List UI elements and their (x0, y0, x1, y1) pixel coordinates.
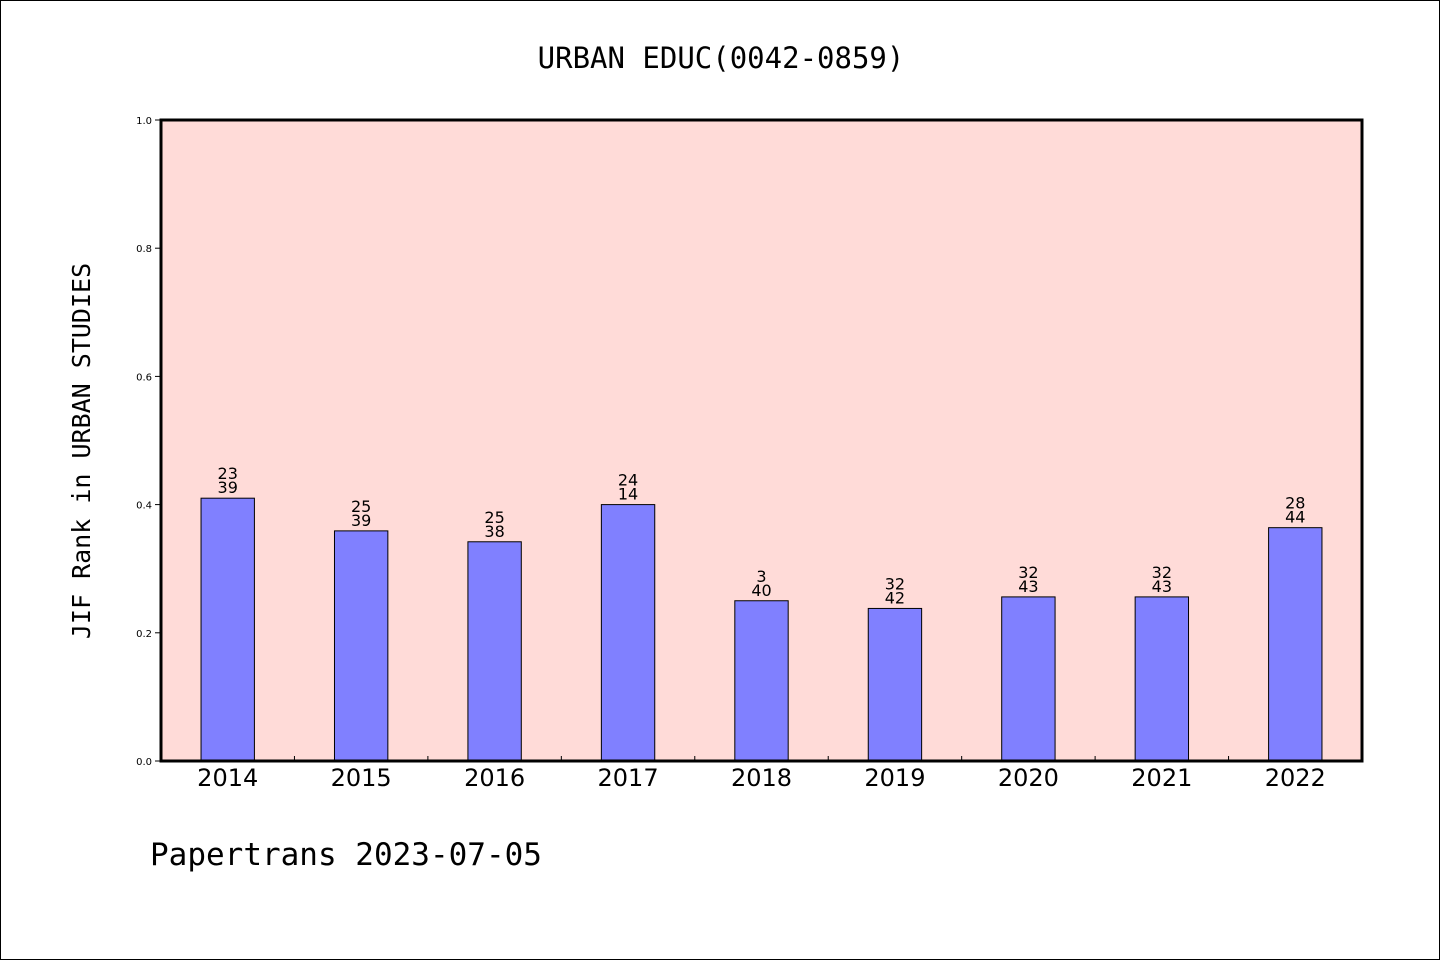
x-ticks-group: 2014 2015 2016 2017 2018 2019 2020 2021 2022 (197, 756, 1326, 792)
bar-label-total-2021: 43 (1152, 577, 1172, 596)
bar-label-rank-2022: 28 (1285, 494, 1305, 513)
y-tick-label-0.0: 0.0 (136, 757, 152, 768)
y-ticks-group: 0.0 0.2 0.4 0.6 0.8 1.0 (136, 116, 161, 768)
bar-2017 (600, 504, 656, 762)
bar-label-rank-2021: 32 (1152, 563, 1172, 582)
bars-group (200, 497, 1323, 762)
bar-label-rank-2015: 25 (351, 497, 371, 516)
x-tick-label-2017: 2017 (598, 764, 659, 792)
bar-label-rank-2016: 25 (484, 508, 504, 527)
bar-label-total-2019: 42 (885, 588, 905, 607)
plot-border (159, 118, 1364, 763)
x-tick-label-2022: 2022 (1265, 764, 1326, 792)
y-tick-label-1.0: 1.0 (136, 116, 152, 127)
x-tick-label-2021: 2021 (1131, 764, 1192, 792)
bar-label-total-2018: 40 (751, 581, 771, 600)
bar-2020 (1001, 596, 1056, 762)
x-tick-label-2014: 2014 (197, 764, 258, 792)
bar-2021 (1134, 596, 1190, 762)
x-tick-label-2015: 2015 (331, 764, 392, 792)
bar-label-total-2017: 14 (618, 485, 638, 504)
bar-2019 (867, 607, 923, 762)
chart-title: URBAN EDUC(0042-0859) (538, 41, 905, 75)
bar-label-total-2020: 43 (1018, 577, 1038, 596)
bar-label-rank-2020: 32 (1018, 563, 1038, 582)
bar-label-rank-2018: 3 (756, 567, 766, 586)
bar-label-rank-2014: 23 (218, 464, 238, 483)
bar-2015 (333, 530, 389, 762)
bar-2018 (734, 600, 789, 762)
x-tick-label-2016: 2016 (464, 764, 525, 792)
bar-label-total-2016: 38 (484, 522, 504, 541)
y-axis-label: JIF Rank in URBAN STUDIES (67, 263, 96, 639)
bar-label-total-2022: 44 (1285, 508, 1305, 527)
bar-label-total-2014: 39 (218, 478, 238, 497)
bar-2016 (467, 541, 522, 762)
y-tick-label-0.8: 0.8 (136, 244, 152, 255)
bar-2014 (200, 497, 255, 762)
y-tick-label-0.4: 0.4 (136, 501, 152, 512)
x-tick-label-2020: 2020 (998, 764, 1059, 792)
x-tick-label-2019: 2019 (864, 764, 925, 792)
bar-label-rank-2019: 32 (885, 574, 905, 593)
bar-label-rank-2017: 24 (618, 471, 638, 490)
bar-label-total-2015: 39 (351, 511, 371, 530)
footer-watermark: Papertrans 2023-07-05 (150, 837, 542, 873)
y-tick-label-0.6: 0.6 (136, 372, 152, 383)
bar-2022 (1268, 527, 1323, 762)
y-tick-label-0.2: 0.2 (136, 629, 152, 640)
x-tick-label-2018: 2018 (731, 764, 792, 792)
